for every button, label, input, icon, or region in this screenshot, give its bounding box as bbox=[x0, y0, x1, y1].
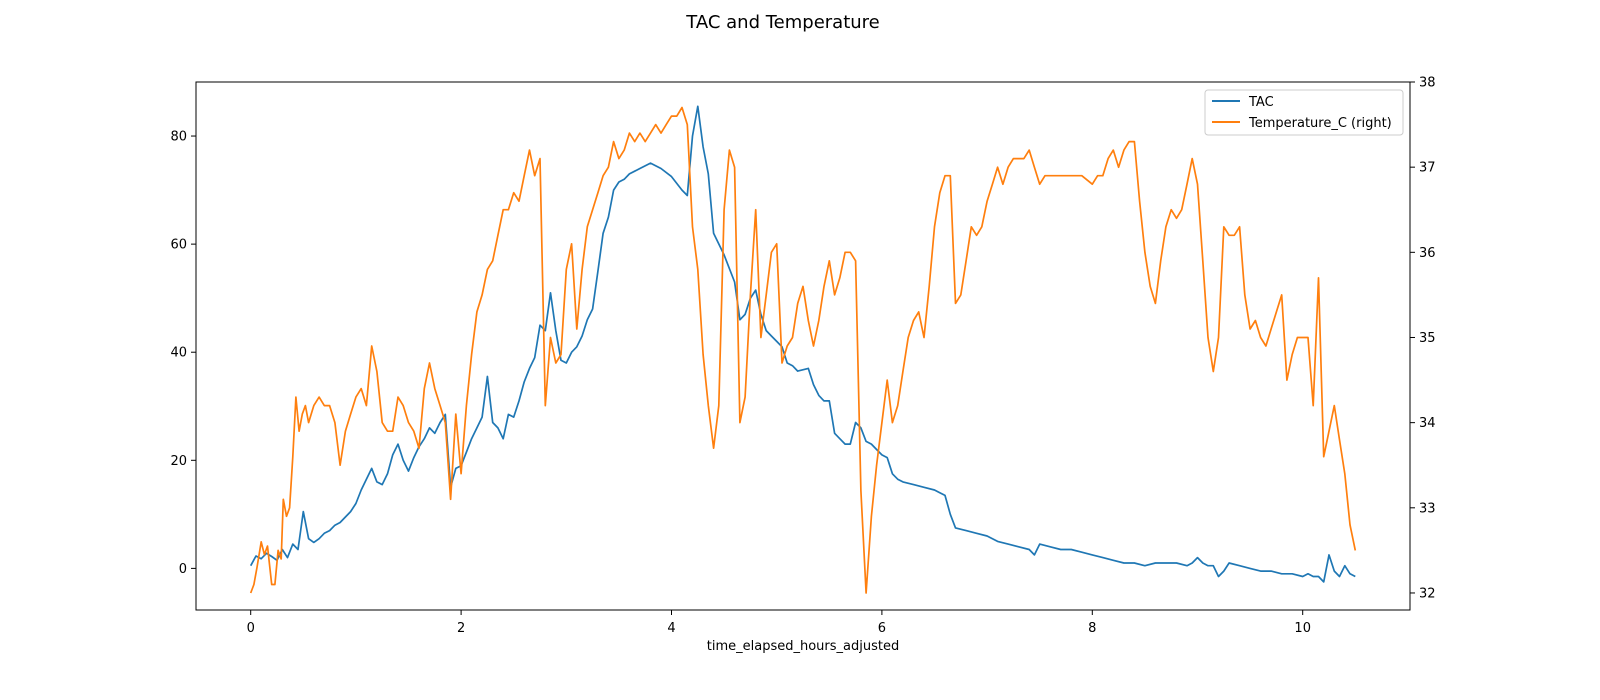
series-line-tac bbox=[249, 105, 1356, 583]
x-axis: 0 2 4 6 8 10 bbox=[247, 610, 1311, 636]
left-y-tick-label: 40 bbox=[170, 346, 187, 361]
right-y-tick-label: 32 bbox=[1419, 586, 1436, 601]
left-y-tick-label: 80 bbox=[170, 130, 187, 145]
series-line-temperature bbox=[249, 106, 1357, 594]
plot-frame bbox=[195, 81, 1411, 611]
right-y-tick-label: 37 bbox=[1419, 161, 1436, 176]
x-tick-label: 6 bbox=[878, 621, 886, 636]
x-axis-label: time_elapsed_hours_adjusted bbox=[707, 639, 899, 654]
x-tick-label: 10 bbox=[1294, 621, 1311, 636]
legend-box bbox=[1204, 89, 1404, 136]
right-y-tick-label: 36 bbox=[1419, 246, 1436, 261]
left-y-axis: 0 20 40 60 80 bbox=[170, 130, 196, 577]
legend-label-tac: TAC bbox=[1248, 95, 1274, 110]
legend: TAC Temperature_C (right) bbox=[1204, 89, 1404, 136]
legend-label-temperature: Temperature_C (right) bbox=[1248, 116, 1392, 131]
x-tick-label: 8 bbox=[1088, 621, 1096, 636]
x-tick-label: 4 bbox=[667, 621, 675, 636]
x-tick-label: 0 bbox=[247, 621, 255, 636]
chart-title: TAC and Temperature bbox=[685, 12, 880, 33]
x-tick-label: 2 bbox=[457, 621, 465, 636]
left-y-tick-label: 0 bbox=[179, 562, 187, 577]
right-y-tick-label: 34 bbox=[1419, 416, 1436, 431]
right-y-tick-label: 35 bbox=[1419, 331, 1436, 346]
right-y-axis: 32 33 34 35 36 37 38 bbox=[1410, 76, 1436, 601]
left-y-tick-label: 60 bbox=[170, 238, 187, 253]
right-y-tick-label: 38 bbox=[1419, 76, 1436, 91]
left-y-tick-label: 20 bbox=[170, 454, 187, 469]
series-layer bbox=[249, 105, 1357, 594]
right-y-tick-label: 33 bbox=[1419, 501, 1436, 516]
